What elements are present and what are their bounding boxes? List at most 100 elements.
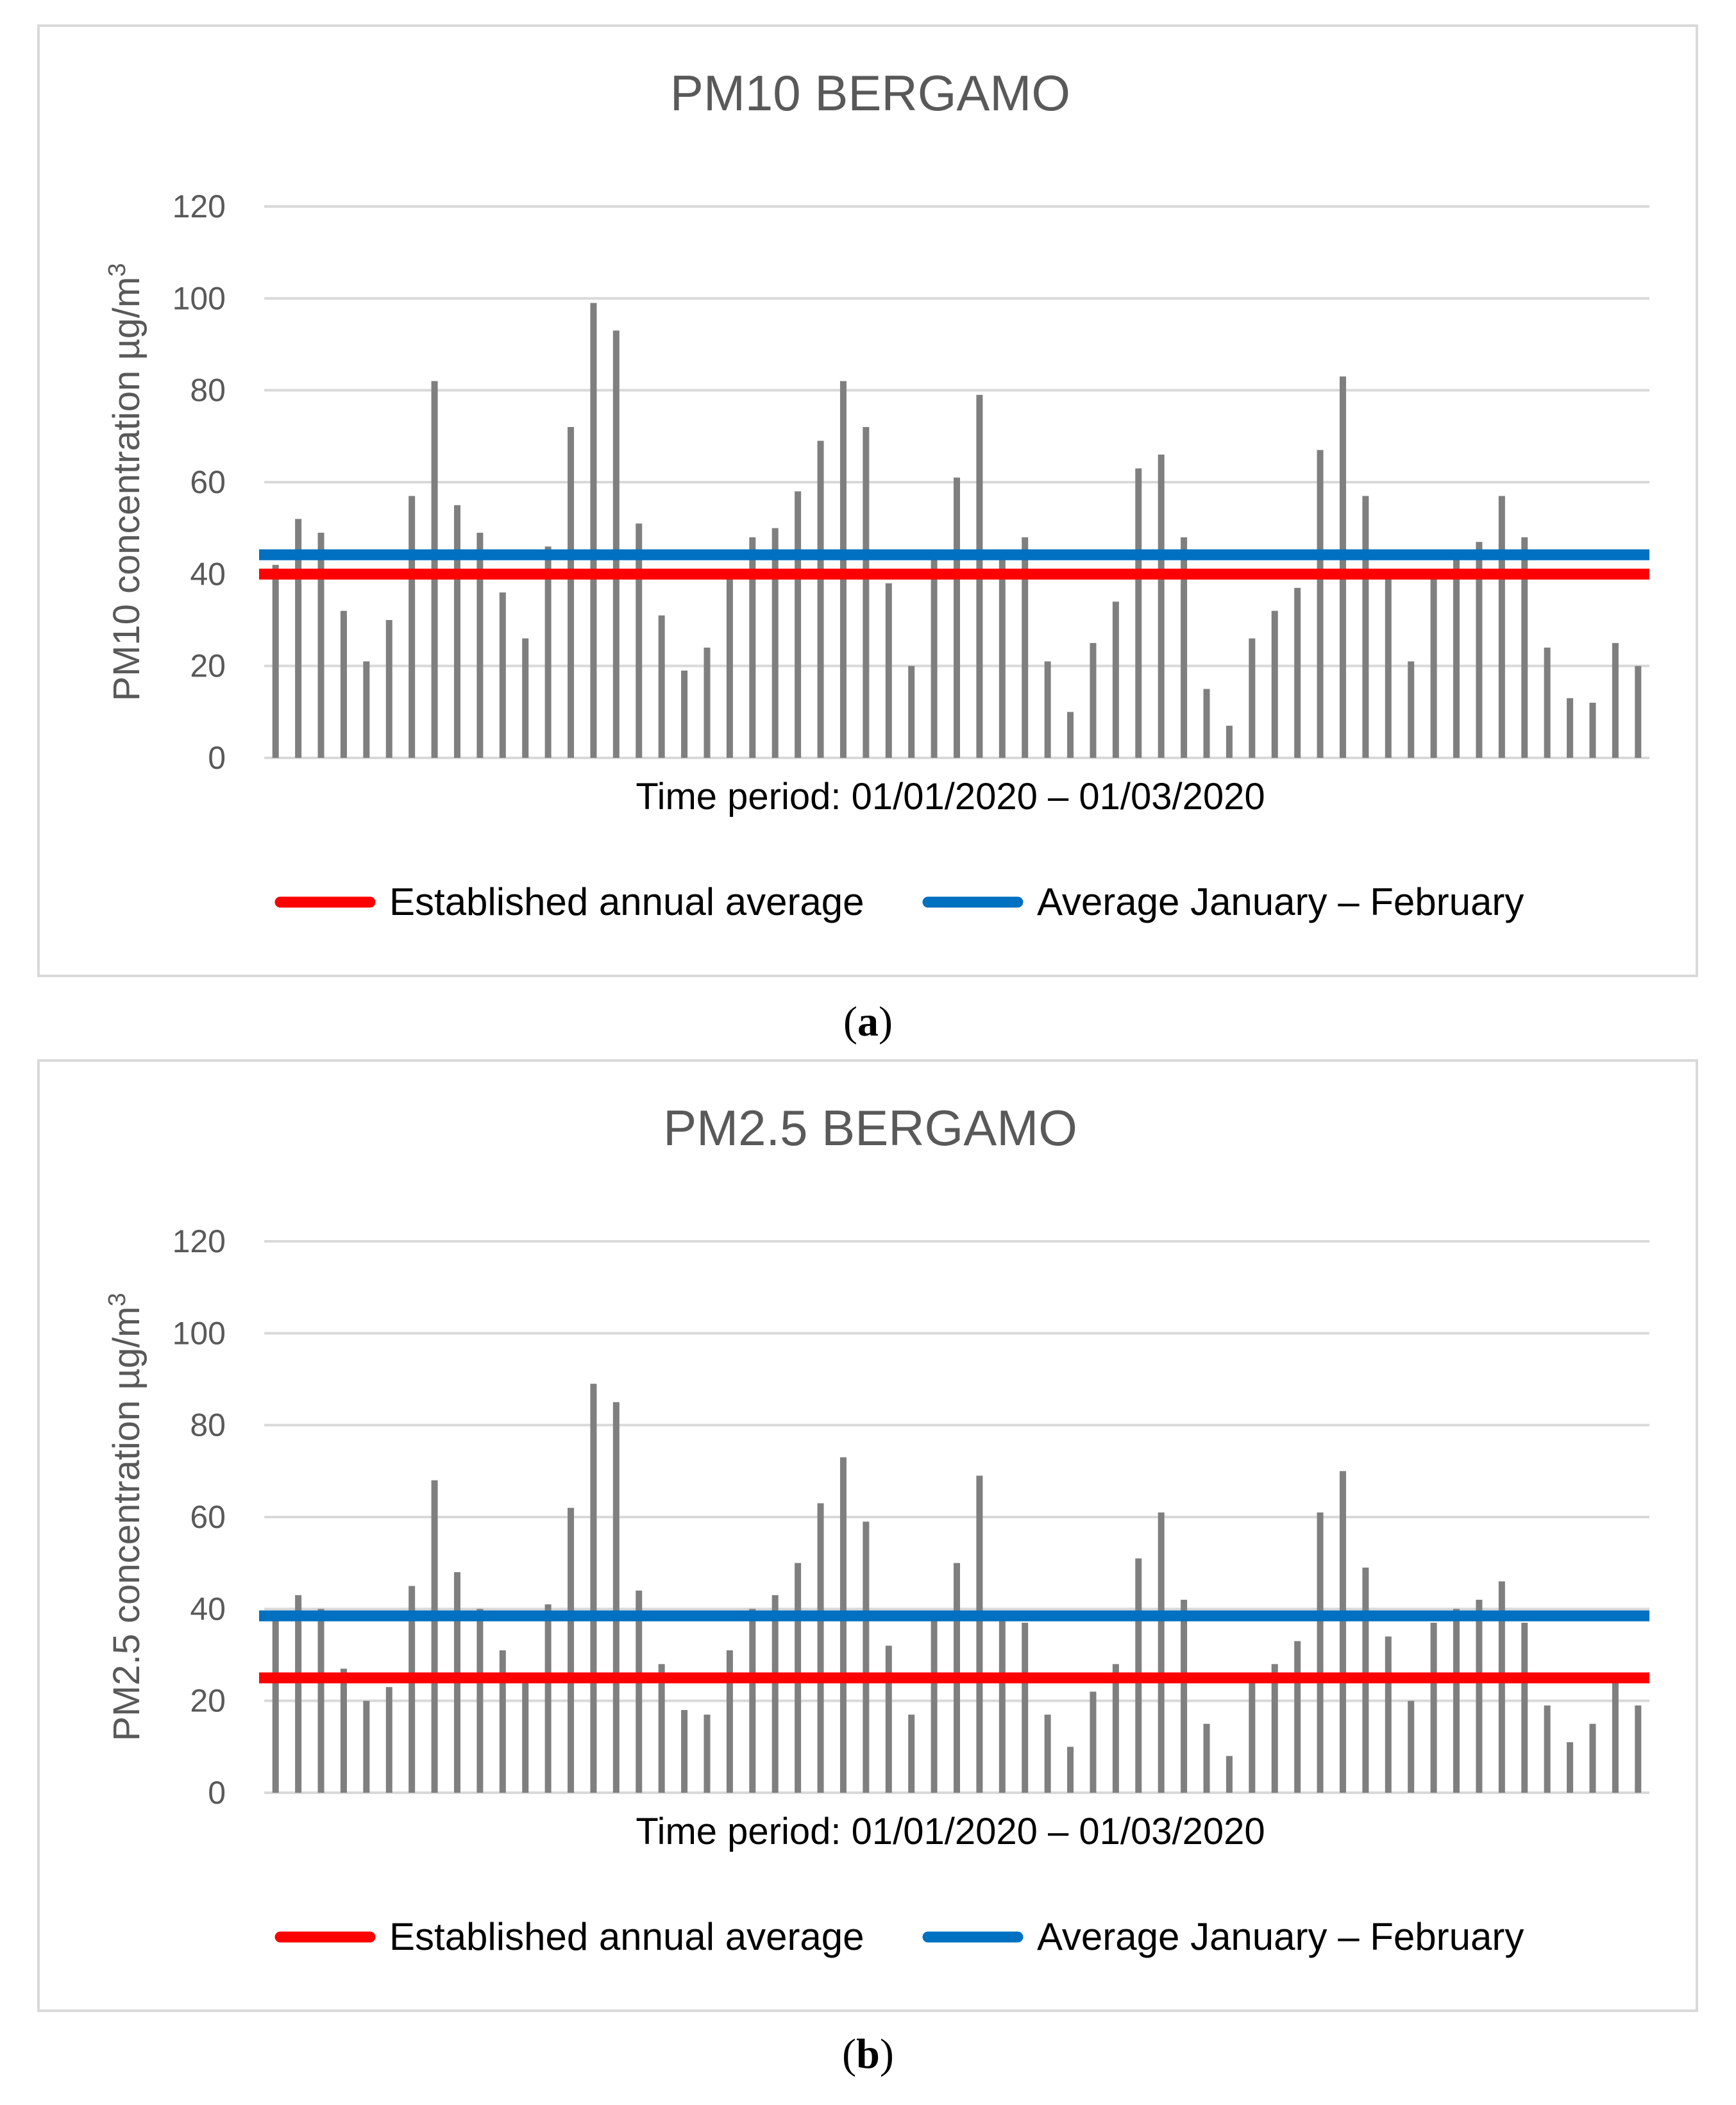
bar <box>636 523 643 758</box>
bar <box>1453 555 1460 758</box>
bar <box>317 532 324 758</box>
bar <box>1317 1512 1324 1793</box>
bar <box>1339 376 1346 758</box>
bar <box>885 583 892 758</box>
bar <box>636 1590 643 1793</box>
bar <box>612 1402 619 1793</box>
bar <box>544 546 552 758</box>
bar <box>863 427 870 758</box>
bar <box>385 620 392 758</box>
bar <box>931 1618 938 1793</box>
bar <box>1408 1700 1415 1793</box>
bar <box>1203 1723 1210 1793</box>
bar <box>1317 449 1324 758</box>
bar <box>954 477 960 758</box>
caption-a: (a) <box>0 998 1736 1046</box>
bar <box>1589 703 1596 758</box>
bar <box>817 440 824 758</box>
bar <box>544 1604 552 1793</box>
y-tick-label: 60 <box>190 1499 226 1535</box>
bar <box>340 610 347 758</box>
bar <box>749 1609 756 1793</box>
bar <box>1044 1715 1051 1793</box>
y-tick-label: 60 <box>190 464 226 500</box>
bar <box>1589 1723 1596 1793</box>
bar <box>658 1664 665 1793</box>
bar <box>363 1700 370 1793</box>
bar <box>1249 638 1256 758</box>
bar <box>1294 587 1301 758</box>
caption-b-close: ) <box>879 2031 894 2077</box>
bar <box>522 638 529 758</box>
bar <box>1158 455 1165 758</box>
bar <box>1430 1622 1437 1793</box>
caption-a-letter: a <box>857 998 879 1045</box>
bar <box>1044 661 1051 758</box>
bar <box>1498 1581 1505 1793</box>
bar <box>590 1384 597 1793</box>
bar <box>1226 1756 1233 1793</box>
bar <box>1271 610 1278 758</box>
bar <box>568 427 575 758</box>
bar <box>522 1682 529 1793</box>
bar <box>340 1668 347 1793</box>
y-axis-label: PM2.5 concentration µg/m3 <box>104 1293 147 1741</box>
caption-b: (b) <box>0 2030 1736 2079</box>
bar <box>476 1609 484 1793</box>
bar <box>499 1650 506 1793</box>
bar <box>1476 542 1483 758</box>
bar <box>817 1503 824 1793</box>
bar <box>771 528 779 758</box>
bar <box>749 537 756 758</box>
bar <box>1090 1691 1097 1793</box>
bar <box>771 1595 779 1793</box>
chart-title: PM2.5 BERGAMO <box>663 1100 1077 1156</box>
bar <box>1498 496 1505 758</box>
caption-b-open: ( <box>842 2031 857 2077</box>
bar <box>1090 642 1097 758</box>
bar <box>1385 1636 1392 1793</box>
chart-panel-pm25: PM2.5 BERGAMO 0 20 40 60 80 100 120 PM2.5 concen… <box>37 1059 1698 2012</box>
bar <box>295 1595 302 1793</box>
bar <box>1339 1471 1346 1793</box>
bar <box>1112 601 1119 758</box>
bar <box>1635 666 1642 758</box>
bar <box>1294 1641 1301 1793</box>
bar <box>499 592 506 758</box>
y-tick-label: 40 <box>190 556 226 592</box>
bar <box>704 648 711 758</box>
x-axis-label: Time period: 01/01/2020 – 01/03/2020 <box>636 776 1265 818</box>
y-tick-label: 120 <box>173 189 226 224</box>
y-tick-label: 100 <box>173 280 226 316</box>
bar <box>409 1586 416 1793</box>
bar <box>1271 1664 1278 1793</box>
bar <box>590 303 597 758</box>
bar <box>272 1618 279 1793</box>
bar <box>295 519 302 758</box>
bar <box>409 496 416 758</box>
y-tick-label: 0 <box>208 1775 226 1811</box>
caption-a-open: ( <box>843 998 857 1045</box>
bar <box>1181 537 1188 758</box>
y-tick-label: 20 <box>190 648 226 684</box>
bar <box>1521 1622 1528 1793</box>
bar <box>1112 1664 1119 1793</box>
bar <box>612 330 619 758</box>
y-tick-label: 0 <box>208 740 226 776</box>
bar <box>908 1715 915 1793</box>
caption-a-close: ) <box>879 998 893 1045</box>
pm10-chart-svg: PM10 BERGAMO 0 20 40 60 80 100 120 PM10 concentr… <box>104 65 1649 923</box>
bar <box>1385 574 1392 758</box>
y-tick-label: 100 <box>173 1315 226 1351</box>
y-tick-label: 80 <box>190 373 226 408</box>
bar <box>1067 712 1074 758</box>
bar <box>453 505 460 758</box>
y-tick-label: 80 <box>190 1407 226 1443</box>
pm25-chart-svg: PM2.5 BERGAMO 0 20 40 60 80 100 120 PM2.5 concen… <box>104 1100 1649 1958</box>
bar <box>1067 1747 1074 1793</box>
bar <box>1203 689 1210 758</box>
chart-panel-pm10: PM10 BERGAMO 0 20 40 60 80 100 120 PM10 concentr… <box>37 24 1698 977</box>
bar <box>931 555 938 758</box>
bar <box>885 1645 892 1793</box>
bar <box>272 565 279 758</box>
